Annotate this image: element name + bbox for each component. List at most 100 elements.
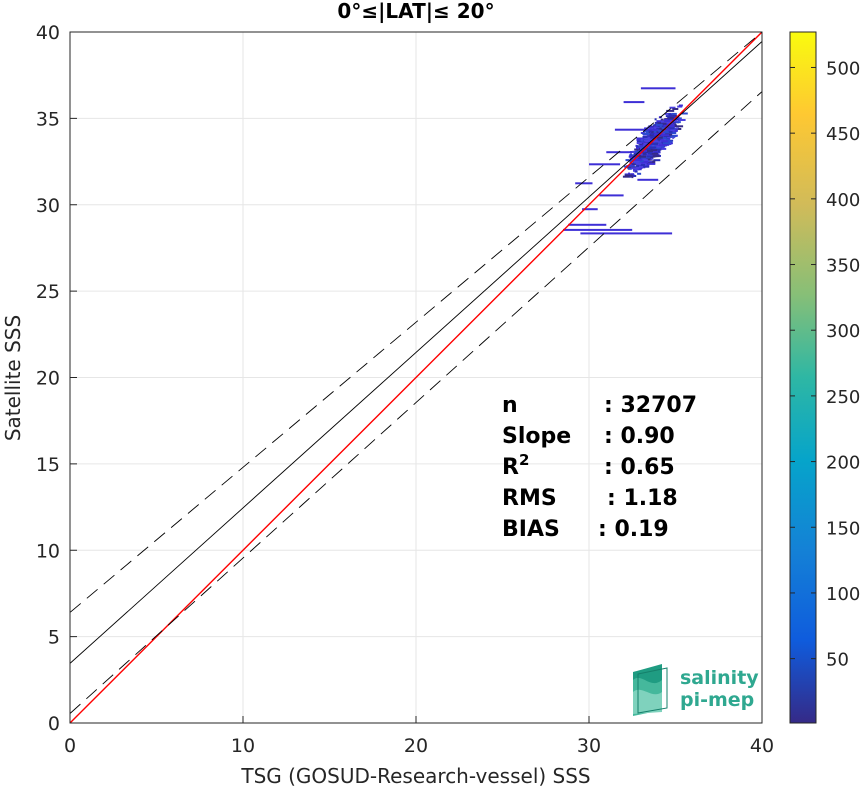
density-bin xyxy=(647,126,655,129)
density-bin xyxy=(660,129,664,132)
stat-label: RMS xyxy=(502,486,557,511)
regression-lines xyxy=(70,32,762,723)
density-bin xyxy=(644,137,651,140)
density-bin xyxy=(634,158,643,161)
density-bin xyxy=(636,162,642,165)
density-bin xyxy=(669,116,674,119)
density-bin xyxy=(656,127,661,130)
density-bin xyxy=(667,117,671,120)
density-bin xyxy=(650,158,653,161)
stat-value: : 0.90 xyxy=(604,424,675,449)
density-bin xyxy=(631,176,634,179)
density-bin xyxy=(668,129,675,132)
density-bin xyxy=(652,134,656,137)
y-tick-label: 20 xyxy=(36,368,60,390)
density-bin xyxy=(624,174,633,177)
density-bin xyxy=(668,113,672,116)
density-bin xyxy=(643,139,649,142)
colorbar-tick-label: 500 xyxy=(826,58,860,79)
density-bin xyxy=(659,144,668,147)
density-bin xyxy=(647,130,653,133)
density-bin xyxy=(622,175,631,178)
density-bin xyxy=(631,162,635,165)
density-bin xyxy=(661,142,664,145)
density-bin xyxy=(637,165,643,168)
density-bin xyxy=(661,127,667,130)
density-bin xyxy=(642,158,646,161)
density-bin xyxy=(668,135,677,137)
density-bin xyxy=(641,151,646,154)
density-bin xyxy=(659,127,664,130)
stat-label: BIAS xyxy=(502,517,560,542)
colorbar-tick-label: 450 xyxy=(826,124,860,145)
colorbar-tick-label: 200 xyxy=(826,453,860,474)
x-axis-label: TSG (GOSUD-Research-vessel) SSS xyxy=(240,764,590,788)
density-bin xyxy=(672,108,679,110)
density-bin xyxy=(628,155,637,158)
x-tick-label: 40 xyxy=(750,735,774,757)
density-bin xyxy=(660,118,664,121)
density-streak xyxy=(582,208,598,211)
colorbar xyxy=(789,31,817,724)
density-bin xyxy=(653,138,658,141)
fit_minus_2rms-line xyxy=(70,91,762,714)
density-bin xyxy=(629,164,635,167)
density-bin xyxy=(646,131,649,134)
density-bin xyxy=(643,149,650,152)
density-bin xyxy=(661,134,670,137)
density-bin xyxy=(674,125,677,127)
density-bin xyxy=(636,140,642,143)
density-bin xyxy=(652,146,661,149)
density-bin xyxy=(666,109,675,112)
density-bin xyxy=(653,130,657,133)
identity-line xyxy=(70,32,762,723)
colorbar-tick-label: 50 xyxy=(826,650,849,671)
density-bin xyxy=(655,149,661,152)
density-bin xyxy=(647,162,656,165)
density-bin xyxy=(649,142,658,145)
stat-label: n xyxy=(502,393,518,418)
density-bin xyxy=(650,140,659,143)
density-bin xyxy=(640,161,649,163)
density-bin xyxy=(629,157,638,160)
stat-value: : 32707 xyxy=(604,393,697,418)
density-bin xyxy=(647,149,653,152)
density-bin xyxy=(636,164,640,167)
density-bin xyxy=(656,120,663,123)
density-bin xyxy=(663,129,670,132)
density-bin xyxy=(662,130,669,133)
density-bin xyxy=(642,136,648,138)
density-streak xyxy=(599,194,624,197)
density-bin xyxy=(650,152,659,155)
density-bin xyxy=(656,136,663,139)
density-bin xyxy=(643,130,649,133)
density-bin xyxy=(653,151,657,154)
density-bin xyxy=(653,125,657,128)
x-axis: 0 10 20 30 40 xyxy=(64,716,774,757)
density-bin xyxy=(644,127,649,130)
density-bin xyxy=(629,154,635,157)
density-bin xyxy=(634,170,638,173)
y-axis-label: Satellite SSS xyxy=(1,315,25,441)
density-bin xyxy=(650,150,658,153)
wave-logo-icon xyxy=(633,664,668,716)
density-bin xyxy=(656,139,663,142)
density-bin xyxy=(666,128,670,131)
density-bin xyxy=(636,145,639,148)
x-tick-label: 30 xyxy=(577,735,601,757)
density-streak xyxy=(623,101,645,104)
density-bin xyxy=(625,159,630,162)
y-tick-label: 0 xyxy=(48,713,60,735)
colorbar-tick-label: 350 xyxy=(826,256,860,277)
density-bin xyxy=(656,148,661,150)
density-bin xyxy=(646,155,654,158)
density-bin xyxy=(650,135,657,138)
density-bin xyxy=(644,165,650,168)
density-bin xyxy=(678,104,683,107)
density-bin xyxy=(633,175,637,177)
stat-value: : 1.18 xyxy=(607,486,678,511)
stats-box: n: 32707 Slope: 0.90 R2: 0.65 RMS: 1.18 BIAS… xyxy=(502,393,697,542)
density-bin xyxy=(639,155,647,158)
density-streak xyxy=(563,228,633,231)
